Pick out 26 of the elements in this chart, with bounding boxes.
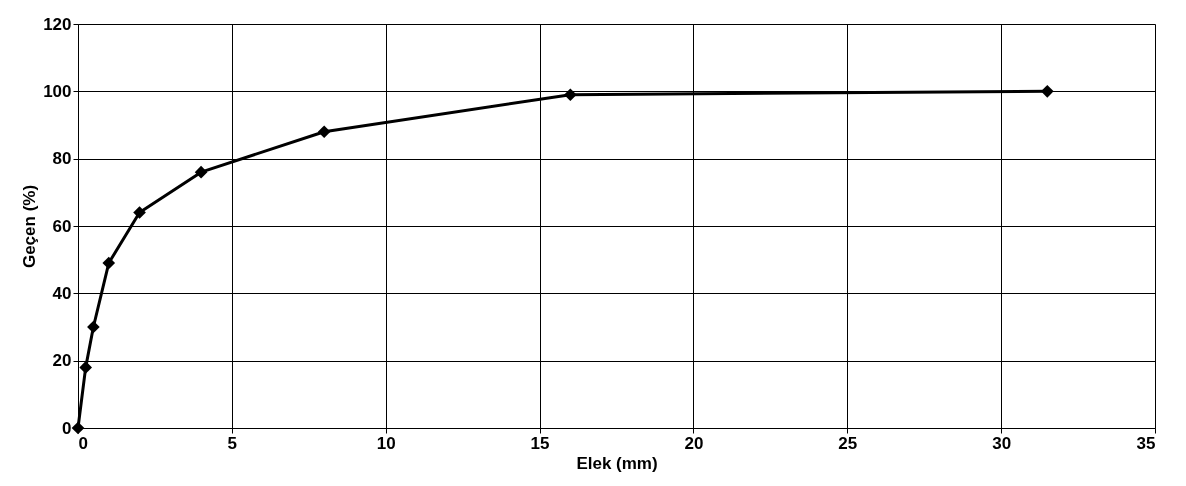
point — [102, 256, 116, 270]
point — [133, 206, 146, 219]
x-tick-label: 20 — [684, 433, 704, 453]
y-tick-label: 120 — [43, 14, 72, 34]
point — [1040, 85, 1054, 98]
y-tick-label: 80 — [52, 149, 72, 169]
x-axis-title: Elek (mm) — [576, 453, 658, 473]
y-tick-label: 60 — [52, 216, 72, 236]
y-tick-label: 0 — [62, 418, 72, 438]
y-tick-label: 100 — [43, 81, 72, 101]
x-tick-label: 30 — [992, 433, 1012, 453]
x-tick-label: 5 — [227, 433, 238, 453]
y-tick-label: 40 — [52, 283, 72, 303]
point — [194, 165, 208, 179]
point — [87, 320, 100, 334]
x-tick-label: 0 — [78, 433, 88, 453]
point — [317, 125, 331, 139]
x-tick-label: 35 — [1136, 433, 1156, 453]
y-axis-title: Geçen (%) — [20, 184, 40, 269]
y-tick-label: 20 — [52, 351, 72, 371]
point — [79, 361, 93, 374]
point — [71, 421, 85, 435]
x-tick-label: 10 — [376, 433, 396, 453]
x-tick-label: 15 — [530, 433, 550, 453]
point — [564, 88, 577, 102]
x-tick-label: 25 — [838, 433, 858, 453]
